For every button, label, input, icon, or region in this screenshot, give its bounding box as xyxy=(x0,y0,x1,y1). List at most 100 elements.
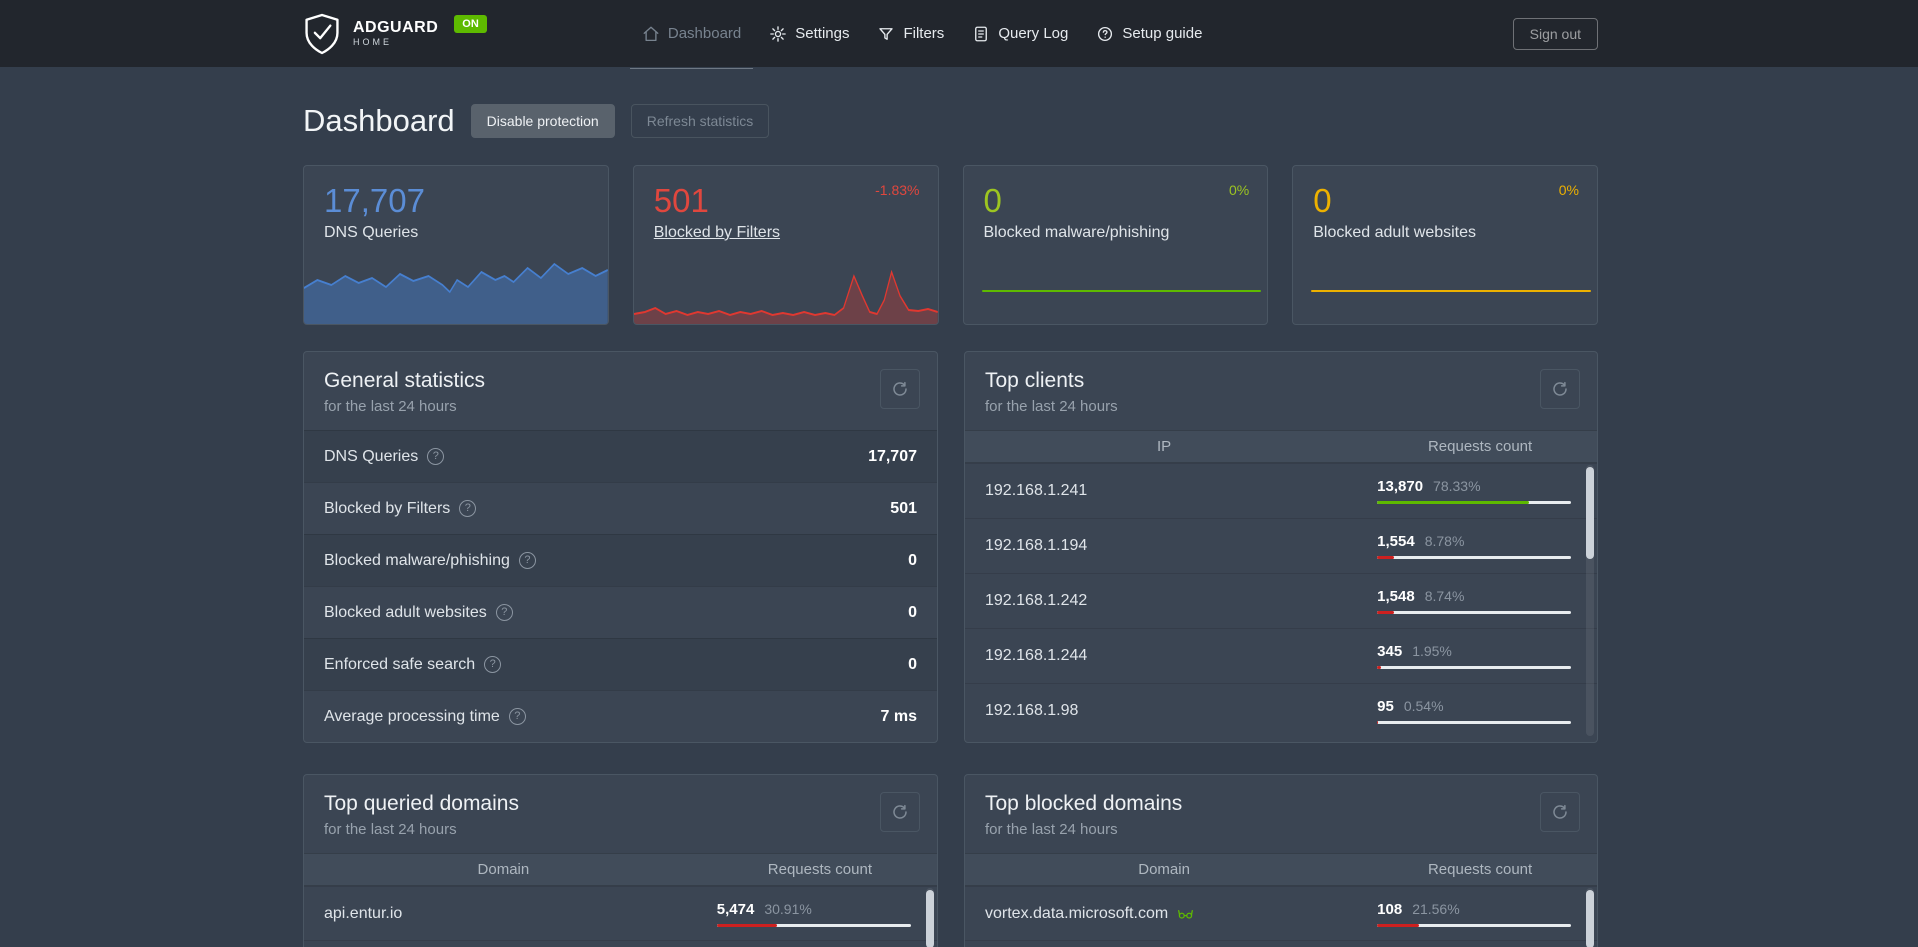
scrollbar-track[interactable] xyxy=(1586,465,1594,736)
refresh-statistics-button[interactable]: Refresh statistics xyxy=(630,104,770,138)
stat-label: DNS Queries xyxy=(324,223,419,241)
sign-out-button[interactable]: Sign out xyxy=(1512,17,1598,50)
nav-item-query-log[interactable]: Query Log xyxy=(972,25,1068,43)
scrollbar-track[interactable] xyxy=(926,888,934,947)
nav-item-setup-guide[interactable]: Setup guide xyxy=(1096,25,1202,43)
general-statistics-panel: General statistics for the last 24 hours… xyxy=(303,351,938,743)
adult-flat-sparkline xyxy=(1311,290,1591,292)
panel-subtitle: for the last 24 hours xyxy=(324,821,457,838)
progress-bar xyxy=(1377,611,1571,614)
adguard-shield-icon xyxy=(305,13,339,54)
requests-cell: 1,548 8.74% xyxy=(1363,588,1597,614)
request-count: 95 xyxy=(1377,698,1394,715)
request-percent: 78.33% xyxy=(1433,478,1481,494)
client-ip: 192.168.1.244 xyxy=(985,647,1088,664)
request-percent: 1.95% xyxy=(1412,643,1452,659)
domain-row: vortex.data.microsoft.com 108 21.56% xyxy=(965,886,1597,941)
panel-title: Top clients xyxy=(985,369,1085,392)
scrollbar-thumb[interactable] xyxy=(926,890,934,947)
gear-icon xyxy=(770,25,787,42)
refresh-icon xyxy=(893,804,907,819)
nav-item-dashboard[interactable]: Dashboard xyxy=(629,25,754,69)
trend-percent: -1.83% xyxy=(875,182,920,198)
table-header: Domain Requests count xyxy=(304,853,937,886)
scrollbar-thumb[interactable] xyxy=(1586,890,1594,947)
stat-value: 501 xyxy=(890,499,917,517)
column-header-domain: Domain xyxy=(477,861,530,878)
stat-label: Blocked malware/phishing xyxy=(324,551,510,569)
domain-name: vortex.data.microsoft.com xyxy=(985,904,1169,922)
progress-fill xyxy=(716,923,777,927)
stat-label: Blocked malware/phishing xyxy=(983,223,1170,241)
column-header-requests: Requests count xyxy=(1427,861,1533,878)
stat-value: 0 xyxy=(1313,182,1332,219)
panel-subtitle: for the last 24 hours xyxy=(985,821,1118,838)
main-nav: Dashboard Settings Filters xyxy=(629,25,1202,69)
client-row: 192.168.1.241 13,870 78.33% xyxy=(965,463,1597,518)
client-row: 192.168.1.244 345 1.95% xyxy=(965,628,1597,683)
navbar: ADGUARD HOME ON Dashboard Settings xyxy=(0,0,1918,69)
refresh-panel-button[interactable] xyxy=(880,369,920,409)
stat-label: Blocked by Filters xyxy=(324,499,451,517)
stat-label: DNS Queries xyxy=(324,447,419,465)
nav-label: Dashboard xyxy=(667,25,742,42)
client-row: 192.168.1.98 95 0.54% xyxy=(965,683,1597,738)
domain-row: api.entur.io 5,474 30.91% xyxy=(304,886,937,941)
request-count: 1,548 xyxy=(1377,588,1415,605)
stat-label: Blocked adult websites xyxy=(324,603,487,621)
requests-cell: 5,474 30.91% xyxy=(703,901,937,927)
known-tracker-icon xyxy=(1178,910,1194,919)
request-count: 13,870 xyxy=(1377,478,1424,495)
protection-status-badge: ON xyxy=(454,14,487,33)
panel-title: Top queried domains xyxy=(324,792,519,815)
panel-subtitle: for the last 24 hours xyxy=(985,398,1118,415)
stat-row: Blocked adult websites ? 0 xyxy=(304,586,937,638)
progress-fill xyxy=(1377,666,1381,669)
nav-label: Filters xyxy=(903,25,945,42)
progress-fill xyxy=(1377,501,1529,504)
nav-item-filters[interactable]: Filters xyxy=(877,25,944,43)
request-count: 108 xyxy=(1377,900,1403,918)
refresh-icon xyxy=(1553,381,1567,396)
help-icon[interactable]: ? xyxy=(459,500,477,517)
progress-fill xyxy=(1377,721,1379,724)
general-statistics-rows: DNS Queries ? 17,707 Blocked by Filters … xyxy=(304,430,937,742)
help-icon[interactable]: ? xyxy=(518,552,536,569)
stat-value: 17,707 xyxy=(324,182,425,219)
dns-queries-sparkline xyxy=(304,262,608,324)
progress-bar xyxy=(1377,556,1571,559)
request-percent: 8.78% xyxy=(1424,533,1465,549)
request-count: 1,554 xyxy=(1377,533,1415,550)
refresh-panel-button[interactable] xyxy=(1540,369,1580,409)
nav-label: Settings xyxy=(795,25,850,42)
client-row: 192.168.1.194 1,554 8.78% xyxy=(965,518,1597,573)
top-queried-domains-panel: Top queried domains for the last 24 hour… xyxy=(303,774,938,947)
help-icon[interactable]: ? xyxy=(427,448,445,465)
refresh-panel-button[interactable] xyxy=(880,792,920,832)
progress-fill xyxy=(1377,923,1419,927)
column-header-requests: Requests count xyxy=(1427,438,1533,455)
scrollbar-track[interactable] xyxy=(1586,888,1594,947)
progress-bar xyxy=(1377,666,1571,669)
malware-flat-sparkline xyxy=(981,290,1262,292)
help-icon[interactable]: ? xyxy=(495,604,513,621)
page-title: Dashboard xyxy=(303,103,455,138)
nav-item-settings[interactable]: Settings xyxy=(769,25,849,43)
refresh-panel-button[interactable] xyxy=(1540,792,1580,832)
progress-bar xyxy=(1377,923,1571,927)
request-count: 345 xyxy=(1377,643,1403,660)
help-icon[interactable]: ? xyxy=(508,708,526,725)
stat-value: 17,707 xyxy=(868,447,917,465)
blocked-by-filters-link[interactable]: Blocked by Filters xyxy=(653,223,781,241)
stat-value: 0 xyxy=(983,182,1002,219)
request-percent: 21.56% xyxy=(1412,900,1460,917)
disable-protection-button[interactable]: Disable protection xyxy=(470,104,615,138)
brand-logo[interactable]: ADGUARD HOME ON xyxy=(303,12,487,56)
brand-sub: HOME xyxy=(353,37,392,48)
client-ip: 192.168.1.194 xyxy=(985,537,1088,554)
progress-bar xyxy=(716,923,911,927)
help-icon[interactable]: ? xyxy=(484,656,502,673)
scrollbar-thumb[interactable] xyxy=(1586,467,1594,559)
stat-label: Average processing time xyxy=(324,707,500,725)
panel-title: Top blocked domains xyxy=(985,792,1183,815)
